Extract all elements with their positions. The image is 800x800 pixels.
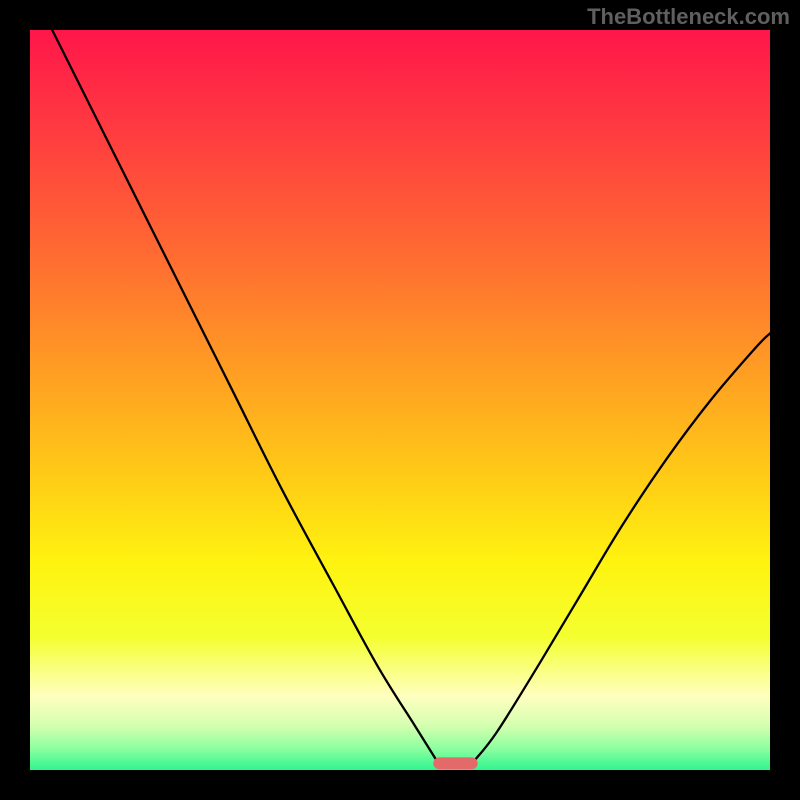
optimal-marker [433, 757, 477, 769]
attribution-text: TheBottleneck.com [587, 4, 790, 30]
plot-background [30, 30, 770, 770]
figure-container: TheBottleneck.com [0, 0, 800, 800]
bottleneck-chart [0, 0, 800, 800]
